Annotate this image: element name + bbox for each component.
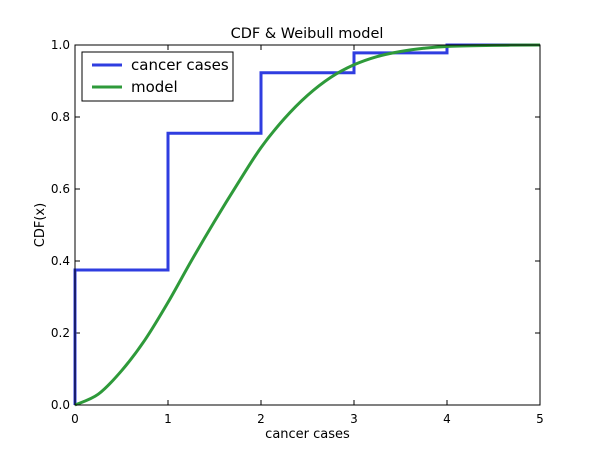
x-tick-label: 2: [257, 412, 265, 426]
chart-title: CDF & Weibull model: [231, 26, 384, 42]
y-axis-title: CDF(x): [33, 203, 48, 247]
x-tick-label: 3: [350, 412, 358, 426]
x-tick-label: 0: [71, 412, 79, 426]
plot-frame: [74, 44, 541, 406]
legend-label-model: model: [131, 78, 178, 96]
y-tick-label: 0.0: [51, 398, 70, 412]
x-tick-label: 4: [443, 412, 451, 426]
series-line-model: [74, 43, 541, 407]
legend-box: [81, 51, 234, 102]
x-tick-label: 5: [536, 412, 544, 426]
y-tick-label: 0.2: [51, 326, 70, 340]
series-line-cancer-cases: [73, 43, 540, 405]
y-tick-label: 0.8: [51, 110, 70, 124]
x-tick-label: 1: [164, 412, 172, 426]
series-layer: [73, 43, 541, 407]
y-tick-label: 1.0: [51, 38, 70, 52]
legend-label-cancer-cases: cancer cases: [131, 56, 229, 74]
x-axis-title: cancer cases: [265, 427, 350, 442]
legend: cancer cases model: [81, 51, 234, 102]
y-tick-label: 0.6: [51, 182, 70, 196]
y-tick-label: 0.4: [51, 254, 70, 268]
